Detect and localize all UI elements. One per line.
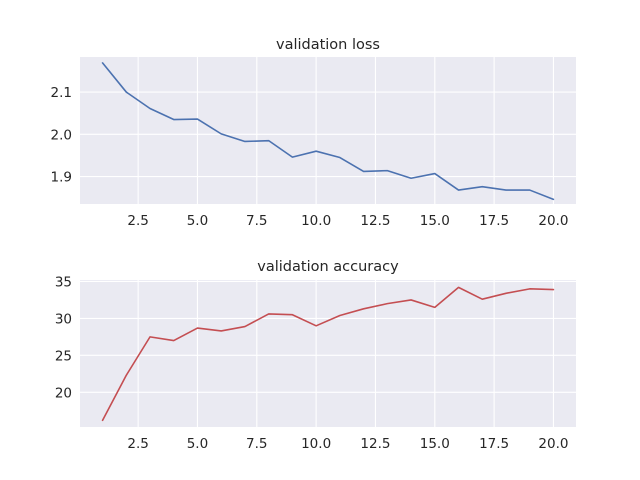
data-point-loss <box>410 177 412 179</box>
data-point-loss <box>315 150 317 152</box>
data-point-loss <box>457 189 459 191</box>
data-point-loss <box>220 133 222 135</box>
data-point-loss <box>362 170 364 172</box>
series-line-loss <box>101 62 555 201</box>
data-point-loss <box>125 91 127 93</box>
x-tick-label-loss: 12.5 <box>360 213 390 229</box>
data-point-accuracy <box>244 325 246 327</box>
data-point-accuracy <box>362 308 364 310</box>
validation-accuracy-chart: 2.5 5.0 7.5 10.0 12.5 15.0 17.5 20.0 20 25 30 35 val… <box>55 259 576 452</box>
y-tick-label-accuracy: 20 <box>55 385 72 401</box>
plot-area-accuracy <box>80 280 576 427</box>
y-tick-label-accuracy: 35 <box>55 274 72 290</box>
data-point-loss <box>552 198 554 200</box>
data-point-loss <box>173 118 175 120</box>
x-tick-label-accuracy: 5.0 <box>187 436 208 452</box>
data-point-loss <box>267 139 269 141</box>
data-point-accuracy <box>529 288 531 290</box>
data-point-loss <box>481 185 483 187</box>
x-tick-label-accuracy: 15.0 <box>420 436 450 452</box>
x-tick-label-accuracy: 12.5 <box>360 436 390 452</box>
data-point-loss <box>529 189 531 191</box>
x-tick-label-loss: 20.0 <box>538 213 568 229</box>
data-point-loss <box>244 140 246 142</box>
data-point-accuracy <box>196 327 198 329</box>
x-tick-label-accuracy: 7.5 <box>246 436 267 452</box>
chart-title-accuracy: validation accuracy <box>257 259 399 275</box>
data-point-accuracy <box>552 288 554 290</box>
data-point-loss <box>291 156 293 158</box>
data-point-accuracy <box>267 313 269 315</box>
y-tick-label-loss: 2.0 <box>51 127 72 143</box>
y-tick-label-accuracy: 25 <box>55 348 72 364</box>
data-point-accuracy <box>101 419 103 421</box>
x-tick-label-loss: 5.0 <box>187 213 208 229</box>
data-point-accuracy <box>386 302 388 304</box>
y-tick-label-accuracy: 30 <box>55 311 72 327</box>
x-tick-label-loss: 7.5 <box>246 213 267 229</box>
data-point-accuracy <box>173 339 175 341</box>
data-point-accuracy <box>125 374 127 376</box>
data-point-accuracy <box>149 336 151 338</box>
x-tick-label-loss: 2.5 <box>127 213 148 229</box>
data-point-accuracy <box>481 298 483 300</box>
data-point-accuracy <box>505 292 507 294</box>
x-tick-label-loss: 10.0 <box>301 213 331 229</box>
series-line-accuracy <box>101 286 555 422</box>
data-point-loss <box>434 172 436 174</box>
data-point-accuracy <box>410 299 412 301</box>
x-tick-label-accuracy: 10.0 <box>301 436 331 452</box>
y-tick-label-loss: 1.9 <box>51 170 72 186</box>
data-point-accuracy <box>434 306 436 308</box>
data-point-loss <box>386 169 388 171</box>
data-point-loss <box>505 189 507 191</box>
x-tick-label-accuracy: 17.5 <box>479 436 509 452</box>
data-point-loss <box>149 107 151 109</box>
x-tick-label-accuracy: 2.5 <box>127 436 148 452</box>
data-point-accuracy <box>339 314 341 316</box>
data-point-accuracy <box>220 330 222 332</box>
data-point-accuracy <box>457 286 459 288</box>
x-tick-label-accuracy: 20.0 <box>538 436 568 452</box>
plot-area-loss <box>80 57 576 204</box>
x-tick-label-loss: 17.5 <box>479 213 509 229</box>
data-point-loss <box>196 118 198 120</box>
data-point-accuracy <box>291 314 293 316</box>
validation-loss-chart: 2.5 5.0 7.5 10.0 12.5 15.0 17.5 20.0 1.9 2.0 2.1 va… <box>51 37 576 229</box>
data-point-accuracy <box>315 325 317 327</box>
chart-title-loss: validation loss <box>276 37 380 53</box>
x-tick-label-loss: 15.0 <box>420 213 450 229</box>
y-tick-label-loss: 2.1 <box>51 85 72 101</box>
data-point-loss <box>101 62 103 64</box>
data-point-loss <box>339 156 341 158</box>
